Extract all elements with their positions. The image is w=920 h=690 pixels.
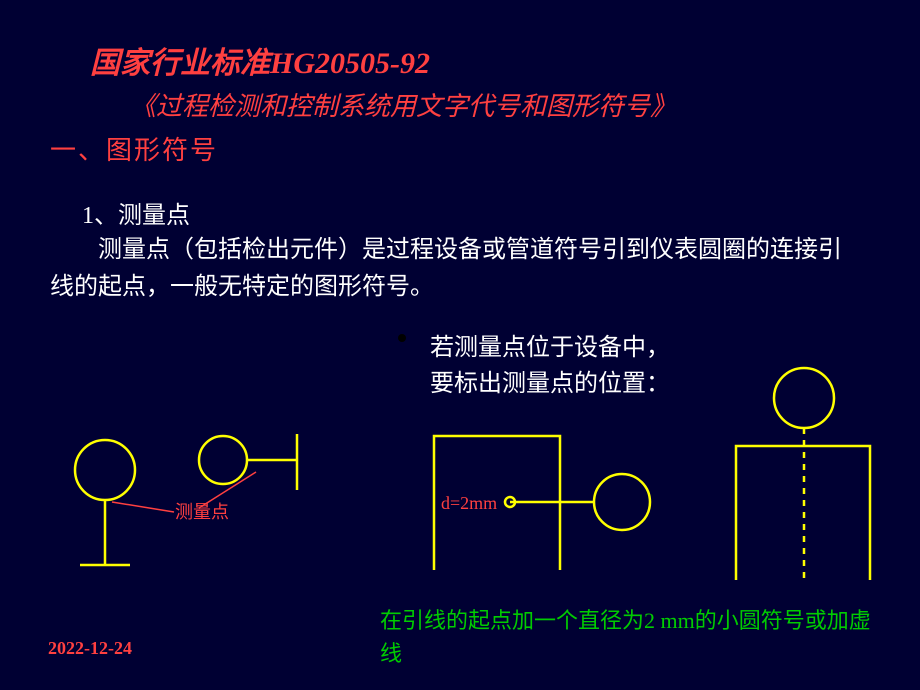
fig1-symbol <box>75 440 135 565</box>
fig4-symbol <box>736 368 870 580</box>
diagram-svg <box>0 0 920 690</box>
label-measure-point: 测量点 <box>175 498 229 524</box>
label-d2mm: d=2mm <box>441 493 497 514</box>
date-text: 2022-12-24 <box>48 638 132 659</box>
fig2-symbol <box>199 434 297 490</box>
bottom-note: 在引线的起点加一个直径为2 mm的小圆符号或加虚线 <box>380 604 890 670</box>
